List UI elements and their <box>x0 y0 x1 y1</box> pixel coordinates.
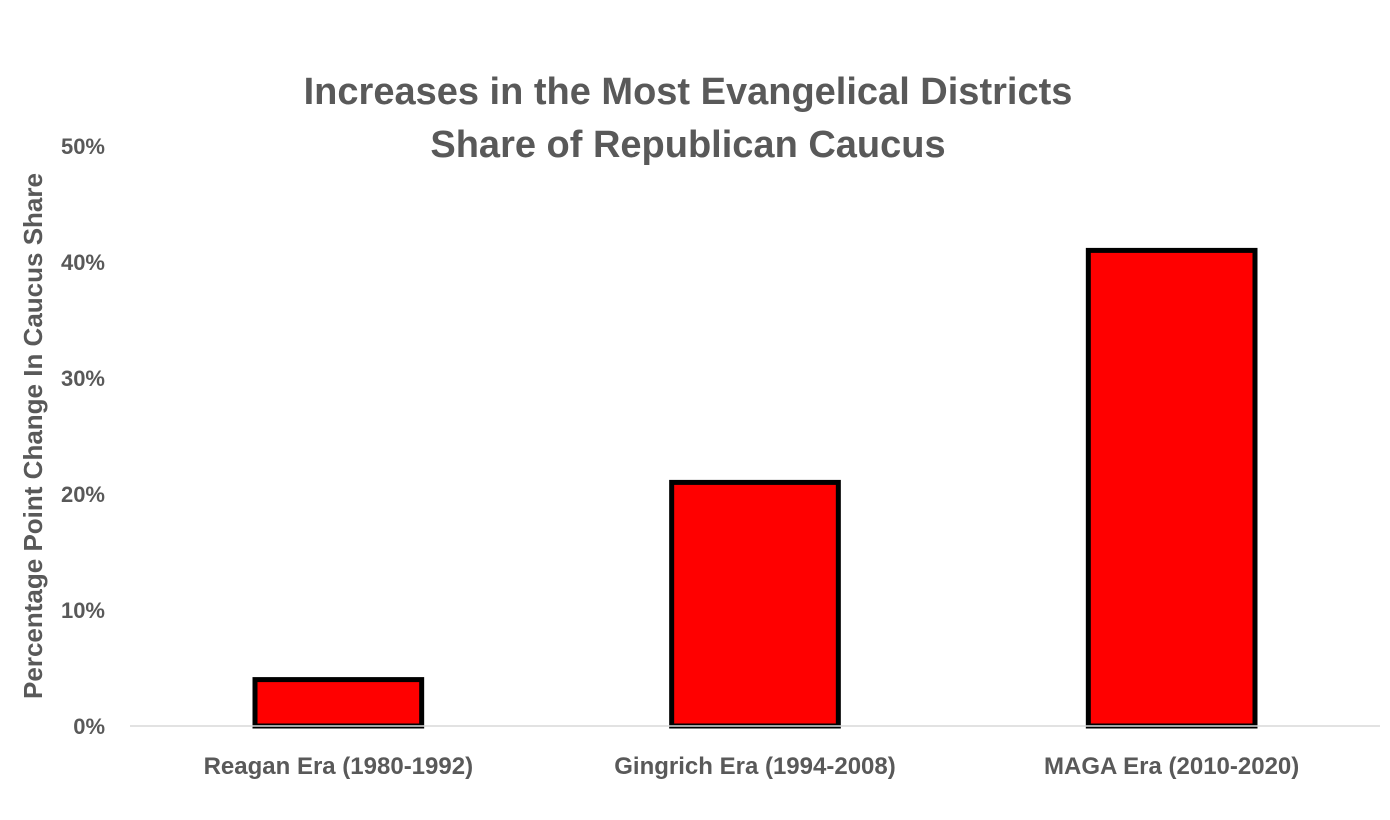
y-tick-label: 10% <box>61 598 105 623</box>
chart-title-line-2: Share of Republican Caucus <box>430 124 945 166</box>
y-axis-label: Percentage Point Change In Caucus Share <box>18 173 48 699</box>
chart-title: Increases in the Most Evangelical Distri… <box>304 71 1073 166</box>
chart-title-line-1: Increases in the Most Evangelical Distri… <box>304 71 1073 113</box>
y-tick-label: 0% <box>73 714 105 739</box>
x-tick-label: MAGA Era (2010-2020) <box>1044 753 1299 780</box>
bar <box>669 479 841 729</box>
y-axis-ticks: 0% 10% 20% 30% 40% 50% <box>61 134 105 739</box>
y-tick-label: 30% <box>61 366 105 391</box>
x-tick-label: Reagan Era (1980-1992) <box>204 753 473 780</box>
bar <box>252 677 425 729</box>
x-tick-label: Gingrich Era (1994-2008) <box>614 753 895 780</box>
y-tick-label: 20% <box>61 482 105 507</box>
y-tick-label: 50% <box>61 134 105 159</box>
y-tick-label: 40% <box>61 250 105 275</box>
x-axis-ticks: Reagan Era (1980-1992) Gingrich Era (1994… <box>204 753 1300 780</box>
bars <box>252 247 1258 729</box>
bar <box>1085 247 1258 729</box>
